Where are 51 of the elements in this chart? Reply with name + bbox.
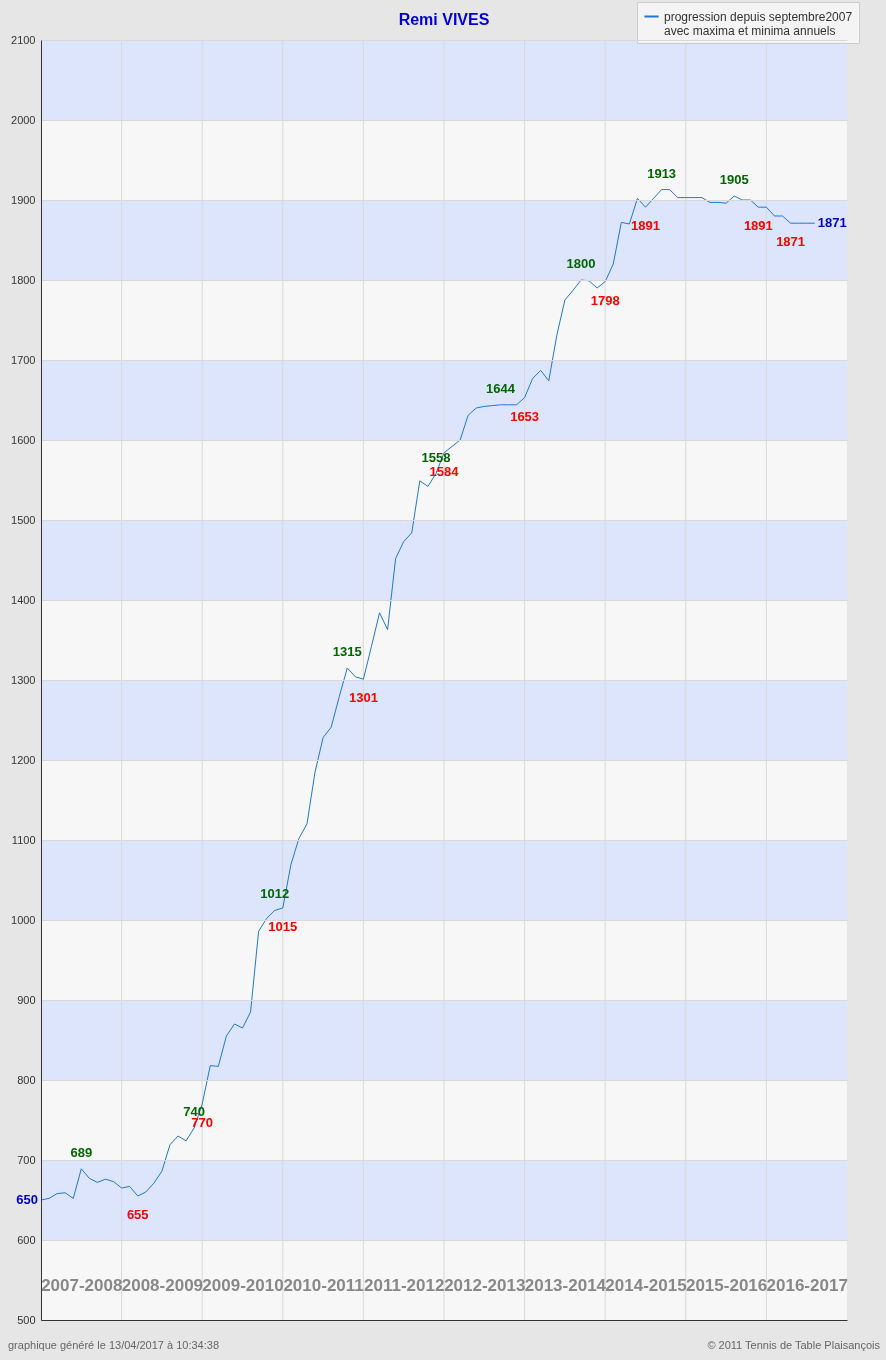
y-tick-label: 2100 <box>11 33 36 46</box>
annotation: 1871 <box>817 215 847 231</box>
y-tick-label: 500 <box>17 1313 36 1326</box>
annotation: 1798 <box>590 292 620 308</box>
x-tick-label: 2012-2013 <box>444 1275 526 1295</box>
y-tick-label: 1800 <box>11 273 36 286</box>
annotation: 1015 <box>268 919 298 934</box>
y-tick-label: 2000 <box>11 113 36 126</box>
annotation: 1584 <box>429 463 460 479</box>
x-tick-label: 2016-2017 <box>766 1275 848 1295</box>
y-tick-label: 800 <box>17 1073 36 1086</box>
y-tick-label: 1000 <box>11 913 36 926</box>
annotation: 1871 <box>776 234 806 250</box>
annotation: 1913 <box>647 165 677 181</box>
x-tick-label: 2008-2009 <box>121 1275 204 1295</box>
annotation: 1891 <box>631 218 660 234</box>
y-tick-label: 1500 <box>11 513 36 526</box>
text: © 2011 Tennis de Table Plaisançois <box>707 1339 881 1351</box>
annotation: 1558 <box>421 449 451 465</box>
x-tick-label: 2015-2016 <box>685 1275 768 1295</box>
annotation: 1653 <box>510 408 540 424</box>
x-tick-label: 2010-2011 <box>283 1275 364 1295</box>
x-tick-label: 2013-2014 <box>524 1275 607 1295</box>
annotation: 1301 <box>348 690 378 706</box>
annotation: 1800 <box>566 256 596 271</box>
annotation: 655 <box>126 1207 149 1222</box>
y-tick-label: 1600 <box>11 433 36 446</box>
annotation: 1315 <box>332 644 362 659</box>
x-tick-label: 2014-2015 <box>605 1275 687 1295</box>
y-tick-label: 1900 <box>11 193 36 206</box>
y-tick-label: 700 <box>17 1153 36 1166</box>
x-tick-label: 2007-2008 <box>41 1275 123 1295</box>
annotation: 1644 <box>485 380 516 396</box>
y-tick-label: 900 <box>17 993 36 1006</box>
y-tick-label: 1100 <box>11 833 36 846</box>
text: graphique généré le 13/04/2017 à 10:34:38 <box>8 1339 220 1351</box>
annotation: 1012 <box>260 886 290 902</box>
y-tick-label: 1700 <box>11 353 36 366</box>
y-tick-label: 1400 <box>11 593 36 606</box>
x-tick-label: 2011-2012 <box>364 1275 445 1295</box>
x-tick-label: 2009-2010 <box>202 1275 284 1295</box>
y-tick-label: 600 <box>17 1233 36 1246</box>
annotation: 1891 <box>743 218 773 234</box>
annotation: 1905 <box>719 172 749 187</box>
chart-title: Remi VIVES <box>398 11 490 28</box>
line-series <box>40 189 816 1201</box>
y-tick-label: 1300 <box>11 673 36 686</box>
annotation: 689 <box>70 1144 93 1160</box>
text: 650 <box>16 1192 38 1207</box>
legend-label: progression depuis septembre2007 avec maxima et minima annuels <box>664 9 853 38</box>
y-tick-label: 1200 <box>11 753 36 766</box>
